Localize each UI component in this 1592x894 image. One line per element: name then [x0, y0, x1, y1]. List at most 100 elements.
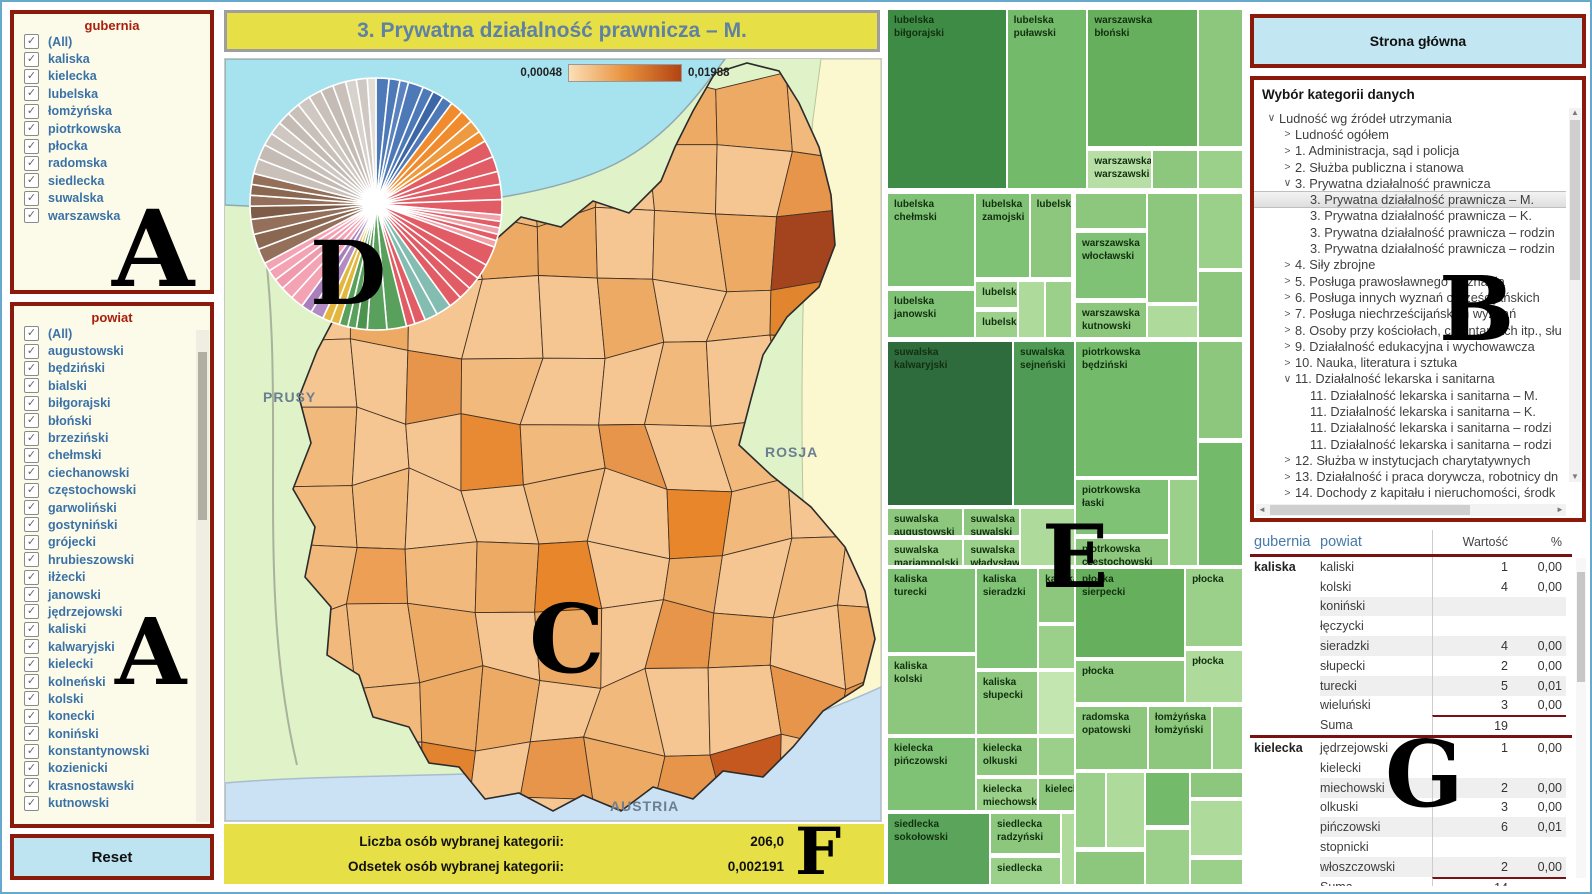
tree-item[interactable]: 3. Prywatna działalność prawnicza – rodz… — [1254, 224, 1566, 240]
powiat-filter-option[interactable]: ✓ brzeziński — [14, 429, 210, 446]
map-powiat-cell[interactable] — [594, 206, 655, 280]
checkbox-checked-icon[interactable]: ✓ — [24, 51, 39, 67]
tree-item[interactable]: >4. Siły zbrojne — [1254, 257, 1566, 273]
treemap-cell-będziński[interactable]: piotrkowska będziński — [1075, 342, 1197, 476]
treemap-cell[interactable]: płocka — [1075, 661, 1184, 703]
table-row[interactable]: włoszczowski 2 0,00 — [1250, 856, 1586, 877]
chevron-right-icon[interactable]: > — [1284, 275, 1291, 288]
treemap-cell[interactable] — [1191, 800, 1242, 856]
gubernia-filter-option[interactable]: ✓ kielecka — [14, 68, 210, 85]
treemap-cell[interactable]: lubelska — [976, 311, 1017, 337]
tree-item[interactable]: >10. Nauka, literatura i sztuka — [1254, 354, 1566, 370]
chevron-right-icon[interactable]: > — [1284, 454, 1291, 467]
chevron-down-icon[interactable]: ∨ — [1283, 177, 1292, 190]
tree-item[interactable]: 3. Prywatna działalność prawnicza – rodz… — [1254, 240, 1566, 256]
treemap-cell[interactable] — [1075, 193, 1147, 229]
tree-vscrollbar-thumb[interactable] — [1570, 120, 1580, 280]
tree-item[interactable]: ∨ 11. Działalność lekarska i sanitarna — [1254, 371, 1566, 387]
treemap-cell[interactable] — [1146, 773, 1189, 826]
tree-item[interactable]: 11. Działalność lekarska i sanitarna – M… — [1254, 387, 1566, 403]
tree-item[interactable]: >12. Służba w instytucjach charytatywnyc… — [1254, 452, 1566, 468]
gubernia-filter-option[interactable]: ✓ warszawska — [14, 207, 210, 224]
treemap-cell[interactable] — [1191, 773, 1242, 797]
map-powiat-cell[interactable] — [405, 349, 463, 425]
powiat-filter-option[interactable]: ✓ garwoliński — [14, 499, 210, 516]
treemap-cell-chełmski[interactable]: lubelska chełmski — [888, 193, 975, 287]
table-row[interactable]: wieluński 3 0,00 — [1250, 695, 1586, 716]
treemap-cell[interactable] — [1018, 281, 1045, 337]
checkbox-checked-icon[interactable]: ✓ — [24, 656, 39, 672]
powiat-filter-option[interactable]: ✓ biłgorajski — [14, 395, 210, 412]
treemap-cell[interactable] — [1191, 859, 1242, 884]
chevron-down-icon[interactable]: ∨ — [1283, 372, 1292, 385]
powiat-filter-option[interactable]: ✓ błoński — [14, 412, 210, 429]
powiat-filter-option[interactable]: ✓ gostyniński — [14, 516, 210, 533]
treemap-cell-kutnowski[interactable]: warszawska kutnowski — [1075, 302, 1147, 337]
treemap-cell-olkuski[interactable]: kielecka olkuski — [976, 738, 1038, 775]
checkbox-checked-icon[interactable]: ✓ — [24, 447, 39, 463]
checkbox-checked-icon[interactable]: ✓ — [24, 86, 39, 102]
checkbox-checked-icon[interactable]: ✓ — [24, 691, 39, 707]
chevron-right-icon[interactable]: > — [1284, 340, 1291, 353]
checkbox-checked-icon[interactable]: ✓ — [24, 155, 39, 171]
checkbox-checked-icon[interactable]: ✓ — [24, 534, 39, 550]
tree-item[interactable]: 3. Prywatna działalność prawnicza – K. — [1254, 208, 1566, 224]
treemap-cell[interactable] — [1039, 738, 1075, 775]
tree-item[interactable]: >8. Osoby przy kościołach, cmentarzach i… — [1254, 322, 1566, 338]
checkbox-checked-icon[interactable]: ✓ — [24, 743, 39, 759]
gubernia-filter-option[interactable]: ✓ radomska — [14, 155, 210, 172]
table-row[interactable]: łęczycki — [1250, 616, 1586, 637]
chevron-right-icon[interactable]: > — [1284, 161, 1291, 174]
table-row[interactable]: kielecka jędrzejowski 1 0,00 — [1250, 738, 1586, 758]
checkbox-checked-icon[interactable]: ✓ — [24, 587, 39, 603]
gubernia-filter-option[interactable]: ✓ kaliska — [14, 50, 210, 67]
tree-item[interactable]: >9. Działalność edukacyjna i wychowawcza — [1254, 338, 1566, 354]
table-row[interactable]: miechowski 2 0,00 — [1250, 777, 1586, 798]
treemap-cell[interactable]: lubelska — [1030, 193, 1072, 278]
checkbox-checked-icon[interactable]: ✓ — [24, 343, 39, 359]
map-powiat-cell[interactable] — [519, 736, 594, 800]
treemap-cell-władysławowski[interactable]: suwalskawładysławowski — [964, 539, 1020, 565]
powiat-scrollbar[interactable] — [196, 330, 209, 822]
treemap-cell[interactable] — [1198, 10, 1242, 147]
treemap-cell[interactable] — [1198, 442, 1242, 565]
treemap-cell[interactable] — [1148, 306, 1197, 337]
treemap-cell-włocławski[interactable]: warszawska włocławski — [1075, 232, 1147, 299]
powiat-filter-option[interactable]: ✓ hrubieszowski — [14, 551, 210, 568]
chevron-right-icon[interactable]: > — [1284, 324, 1291, 336]
checkbox-checked-icon[interactable]: ✓ — [24, 173, 39, 189]
treemap-cell[interactable] — [1152, 150, 1197, 189]
tree-hscrollbar-thumb[interactable] — [1270, 505, 1470, 515]
tree-item[interactable]: >1. Administracja, sąd i policja — [1254, 143, 1566, 159]
powiat-filter-option[interactable]: ✓ iłżecki — [14, 568, 210, 585]
map-powiat-cell[interactable] — [714, 213, 778, 293]
treemap-cell[interactable] — [1146, 829, 1189, 884]
powiat-filter-option[interactable]: ✓ kalwaryjski — [14, 638, 210, 655]
chevron-right-icon[interactable]: > — [1284, 291, 1291, 304]
treemap-cell-augustowski[interactable]: suwalska augustowski — [888, 509, 963, 536]
tree-item[interactable]: >14. Dochody z kapitału i nieruchomości,… — [1254, 485, 1566, 501]
map-powiat-cell[interactable] — [537, 275, 606, 360]
treemap-cell-łaski[interactable]: piotrkowska łaski — [1075, 480, 1168, 535]
treemap-cell[interactable] — [1075, 773, 1105, 848]
powiat-filter-option[interactable]: ✓ augustowski — [14, 342, 210, 359]
treemap-cell[interactable] — [1062, 814, 1075, 884]
treemap-cell[interactable] — [1198, 150, 1242, 189]
treemap-cell-częstochowski[interactable]: piotrkowska częstochowski — [1075, 538, 1168, 565]
treemap-cell[interactable]: płocka — [1186, 569, 1242, 647]
powiat-filter-option[interactable]: ✓ ciechanowski — [14, 464, 210, 481]
gubernia-filter-option[interactable]: ✓ płocka — [14, 137, 210, 154]
gubernia-filter-option[interactable]: ✓ piotrkowska — [14, 120, 210, 137]
checkbox-checked-icon[interactable]: ✓ — [24, 708, 39, 724]
powiat-filter-option[interactable]: ✓ krasnostawski — [14, 777, 210, 794]
checkbox-checked-icon[interactable]: ✓ — [24, 778, 39, 794]
gubernia-filter-option[interactable]: ✓ suwalska — [14, 190, 210, 207]
powiat-filter-option[interactable]: ✓ koniński — [14, 725, 210, 742]
map-powiat-cell[interactable] — [652, 209, 728, 293]
treemap-cell-łomżyński[interactable]: łomżyńska łomżyński — [1148, 706, 1211, 769]
treemap-cell[interactable]: siedlecka — [991, 857, 1061, 884]
treemap-cell[interactable]: lubelska — [976, 281, 1017, 308]
tree-item[interactable]: 11. Działalność lekarska i sanitarna – K… — [1254, 403, 1566, 419]
powiat-filter-option[interactable]: ✓ kielecki — [14, 655, 210, 672]
treemap-cell[interactable] — [1046, 281, 1072, 337]
